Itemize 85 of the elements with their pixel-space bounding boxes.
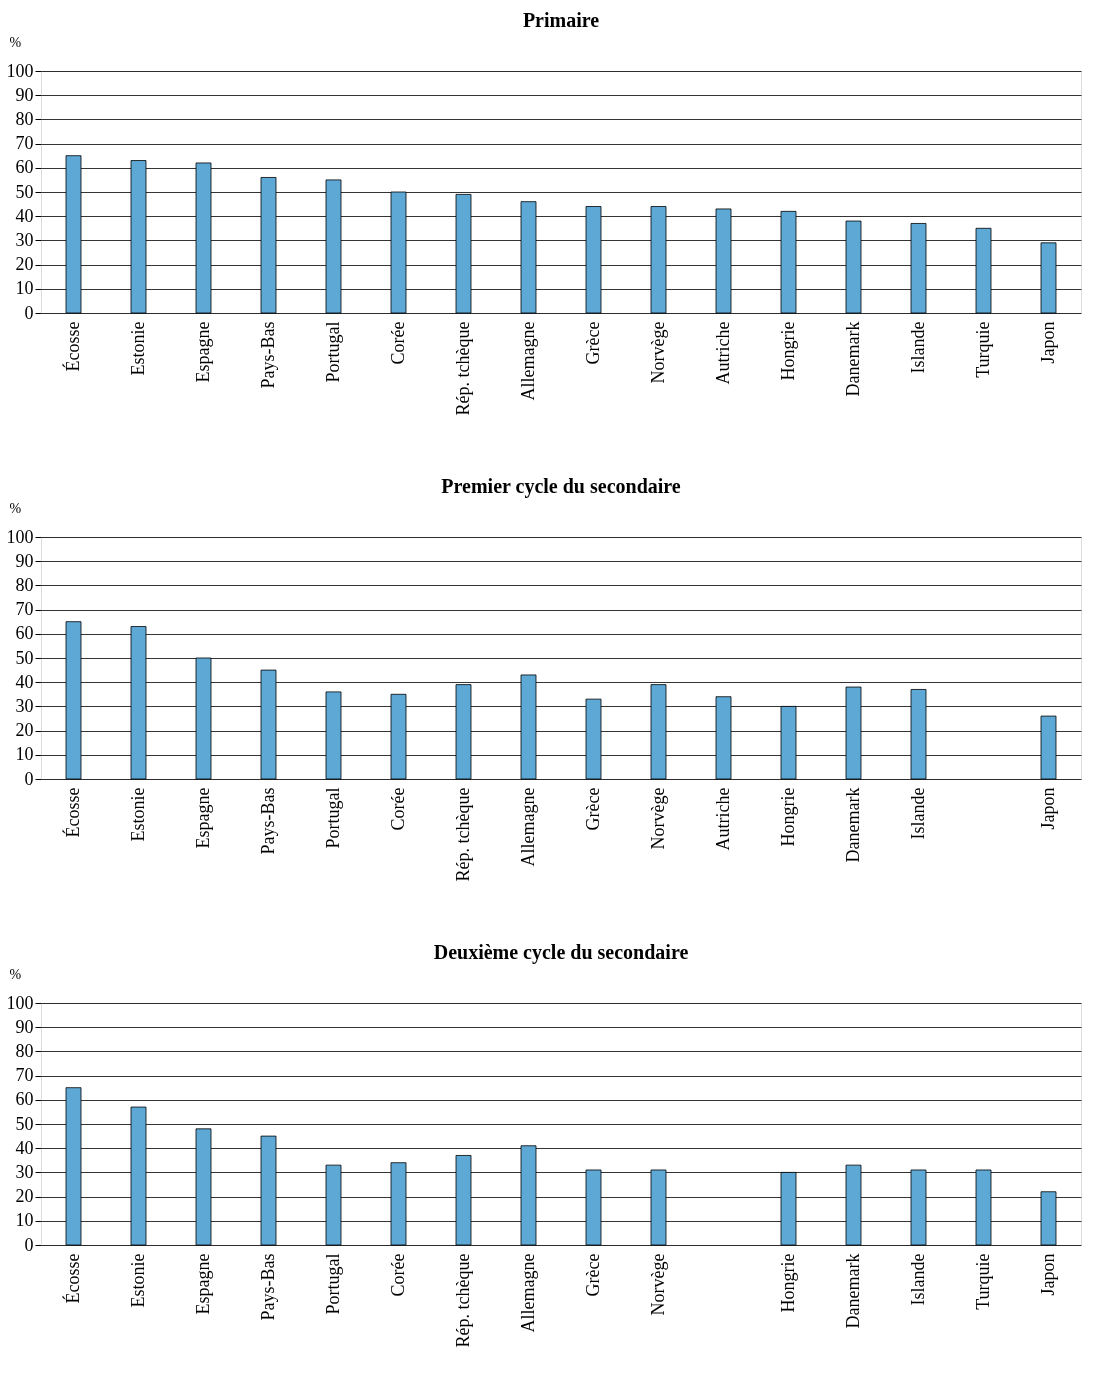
y-tick-label: 30 [15, 695, 34, 716]
y-axis-title: % [9, 500, 22, 516]
y-tick-label: 40 [15, 205, 34, 226]
x-tick-label: Allemagne [517, 321, 538, 401]
y-tick-label: 80 [15, 574, 34, 595]
y-tick-label: 80 [15, 1040, 34, 1061]
x-tick-label: Pays-Bas [257, 1253, 278, 1321]
y-tick-label: 60 [15, 623, 34, 644]
y-tick-label: 40 [15, 1137, 34, 1158]
x-tick-label: Japon [1037, 787, 1058, 830]
x-tick-label: Portugal [322, 787, 343, 849]
chart-title: Deuxième cycle du secondaire [433, 941, 689, 964]
y-tick-label: 10 [15, 1210, 34, 1231]
x-tick-label: Islande [907, 1253, 928, 1306]
y-tick-label: 90 [15, 1016, 34, 1037]
y-tick-label: 70 [15, 1065, 34, 1086]
x-tick-label: Espagne [192, 1253, 213, 1315]
x-tick-label: Autriche [712, 321, 733, 385]
x-tick-label: Écosse [61, 321, 83, 372]
x-tick-label: Hongrie [777, 787, 798, 847]
x-tick-label: Portugal [322, 1253, 343, 1315]
y-tick-label: 50 [15, 647, 34, 668]
x-tick-label: Autriche [712, 787, 733, 851]
x-tick-label: Pays-Bas [257, 787, 278, 855]
y-tick-label: 20 [15, 1186, 34, 1207]
y-tick-label: 20 [15, 254, 34, 275]
y-axis-title: % [9, 966, 22, 982]
y-tick-label: 80 [15, 108, 34, 129]
y-tick-label: 90 [15, 550, 34, 571]
x-tick-label: Rép. tchèque [452, 787, 473, 882]
x-tick-label: Pays-Bas [257, 321, 278, 389]
y-tick-label: 10 [15, 278, 34, 299]
x-tick-label: Corée [387, 1253, 408, 1297]
x-tick-label: Estonie [127, 321, 148, 376]
x-tick-label: Turquie [972, 321, 993, 378]
x-tick-label: Corée [387, 787, 408, 831]
y-tick-label: 100 [6, 526, 34, 547]
x-tick-label: Estonie [127, 1253, 148, 1308]
x-tick-label: Norvège [647, 1253, 668, 1316]
x-tick-label: Danemark [842, 787, 863, 863]
y-tick-label: 50 [15, 181, 34, 202]
y-tick-label: 40 [15, 671, 34, 692]
x-tick-label: Japon [1037, 321, 1058, 364]
x-tick-label: Danemark [842, 1253, 863, 1329]
x-tick-label: Danemark [842, 321, 863, 397]
y-tick-label: 30 [15, 1161, 34, 1182]
y-tick-label: 70 [15, 133, 34, 154]
x-tick-label: Islande [907, 787, 928, 840]
x-tick-label: Turquie [972, 1253, 993, 1310]
y-tick-label: 30 [15, 229, 34, 250]
x-tick-label: Espagne [192, 787, 213, 849]
x-tick-label: Portugal [322, 321, 343, 383]
y-tick-label: 70 [15, 599, 34, 620]
x-tick-label: Japon [1037, 1253, 1058, 1296]
chart-title: Primaire [522, 9, 600, 31]
y-tick-label: 60 [15, 1089, 34, 1110]
y-tick-label: 50 [15, 1113, 34, 1134]
y-tick-label: 20 [15, 720, 34, 741]
x-tick-label: Grèce [582, 787, 603, 831]
y-axis-title: % [9, 34, 22, 50]
x-tick-label: Écosse [61, 1253, 83, 1304]
x-tick-label: Grèce [582, 1253, 603, 1297]
x-tick-label: Écosse [61, 787, 83, 838]
x-tick-label: Islande [907, 321, 928, 374]
y-tick-label: 10 [15, 744, 34, 765]
x-tick-label: Hongrie [777, 321, 798, 381]
x-tick-label: Allemagne [517, 787, 538, 867]
x-tick-label: Rép. tchèque [452, 1253, 473, 1348]
x-tick-label: Norvège [647, 321, 668, 384]
y-tick-label: 60 [15, 157, 34, 178]
y-tick-label: 0 [24, 1234, 34, 1255]
chart-title: Premier cycle du secondaire [441, 475, 681, 498]
x-tick-label: Hongrie [777, 1253, 798, 1313]
x-tick-label: Rép. tchèque [452, 321, 473, 416]
y-tick-label: 0 [24, 768, 34, 789]
x-tick-label: Norvège [647, 787, 668, 850]
y-tick-label: 100 [6, 992, 34, 1013]
x-tick-label: Allemagne [517, 1253, 538, 1333]
x-tick-label: Grèce [582, 321, 603, 365]
y-tick-label: 0 [24, 302, 34, 323]
x-tick-label: Espagne [192, 321, 213, 383]
y-tick-label: 90 [15, 84, 34, 105]
y-tick-label: 100 [6, 60, 34, 81]
x-tick-label: Estonie [127, 787, 148, 842]
x-tick-label: Corée [387, 321, 408, 365]
